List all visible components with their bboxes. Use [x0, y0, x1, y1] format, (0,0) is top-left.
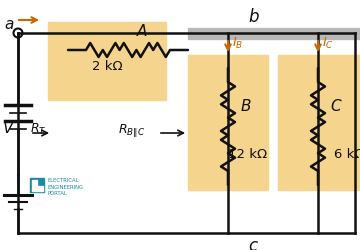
Bar — [278, 55, 360, 190]
Text: $b$: $b$ — [248, 8, 260, 26]
Bar — [32, 186, 42, 190]
Text: ELECTRICAL
ENGINEERING
PORTAL: ELECTRICAL ENGINEERING PORTAL — [47, 178, 83, 196]
Text: $I_C$: $I_C$ — [322, 36, 334, 51]
Bar — [32, 180, 36, 184]
Text: $V$: $V$ — [2, 120, 15, 136]
Text: $R_T$: $R_T$ — [30, 122, 46, 137]
Bar — [48, 22, 166, 100]
Bar — [188, 28, 360, 39]
Text: $C$: $C$ — [330, 98, 343, 114]
Text: $B$: $B$ — [240, 98, 252, 114]
Bar — [188, 55, 268, 190]
Text: 6 kΩ: 6 kΩ — [334, 148, 360, 161]
Text: $I_B$: $I_B$ — [232, 36, 243, 51]
Text: $a$: $a$ — [4, 18, 14, 32]
Text: $R_{B\|C}$: $R_{B\|C}$ — [118, 122, 145, 139]
Text: $A$: $A$ — [136, 23, 148, 39]
Text: 12 kΩ: 12 kΩ — [229, 148, 267, 161]
Bar — [30, 178, 44, 192]
Text: $c$: $c$ — [248, 238, 259, 250]
Text: 2 kΩ: 2 kΩ — [92, 60, 122, 73]
